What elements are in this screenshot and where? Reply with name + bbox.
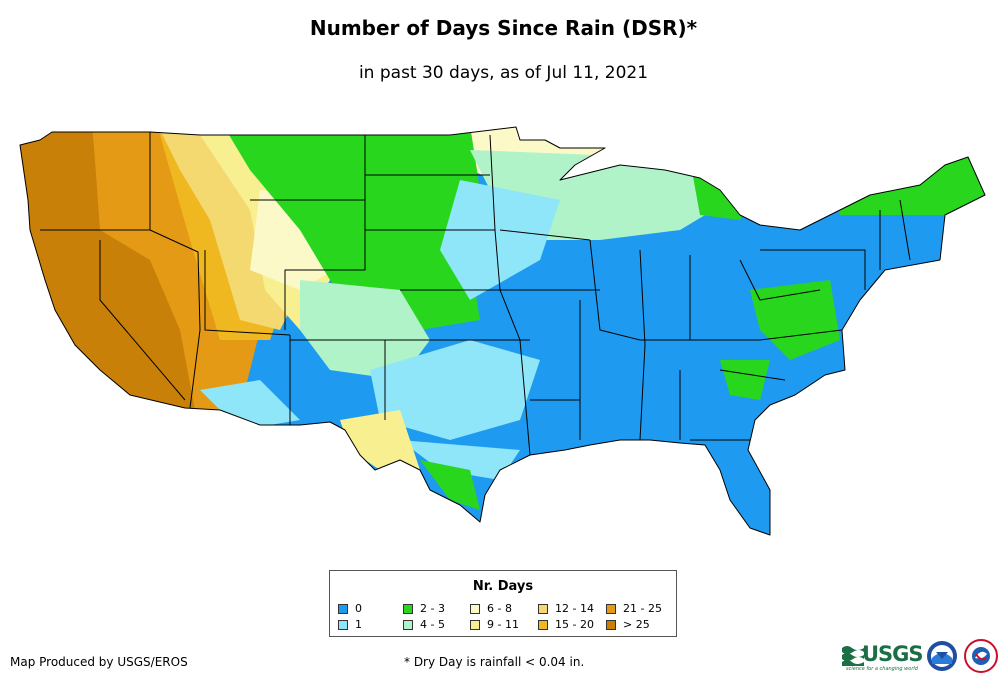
legend-item: 15 - 20: [538, 619, 594, 631]
legend-swatch: [338, 620, 348, 630]
legend-title: Nr. Days: [472, 579, 534, 594]
legend-swatch: [606, 604, 616, 614]
legend-swatch: [606, 620, 616, 630]
usgs-logo-icon: [842, 646, 864, 666]
legend-item: 0: [338, 603, 362, 615]
noaa-logo-icon: [927, 641, 957, 671]
legend-swatch: [538, 620, 548, 630]
legend-item: 4 - 5: [403, 619, 445, 631]
legend-swatch: [403, 604, 413, 614]
legend-item: 9 - 11: [470, 619, 519, 631]
legend-swatch: [338, 604, 348, 614]
footnote-text: * Dry Day is rainfall < 0.04 in.: [404, 655, 585, 669]
credit-text: Map Produced by USGS/EROS: [10, 655, 188, 669]
nws-logo-icon: [964, 639, 998, 673]
legend-item: 2 - 3: [403, 603, 445, 615]
legend-item: 6 - 8: [470, 603, 512, 615]
legend-item: > 25: [606, 619, 650, 631]
map-subtitle: in past 30 days, as of Jul 11, 2021: [358, 63, 649, 83]
map-title: Number of Days Since Rain (DSR)*: [309, 16, 698, 40]
legend: Nr. Days 0 1 2 - 3 4 - 5 6 - 8 9 - 11 12…: [329, 570, 677, 637]
usgs-tagline: science for a changing world: [846, 666, 918, 672]
usgs-wordmark: USGS: [862, 642, 924, 666]
agency-logos: USGS science for a changing world: [842, 636, 1002, 684]
legend-item: 1: [338, 619, 362, 631]
legend-swatch: [470, 620, 480, 630]
legend-swatch: [538, 604, 548, 614]
legend-swatch: [403, 620, 413, 630]
legend-swatch: [470, 604, 480, 614]
legend-item: 21 - 25: [606, 603, 662, 615]
legend-item: 12 - 14: [538, 603, 594, 615]
